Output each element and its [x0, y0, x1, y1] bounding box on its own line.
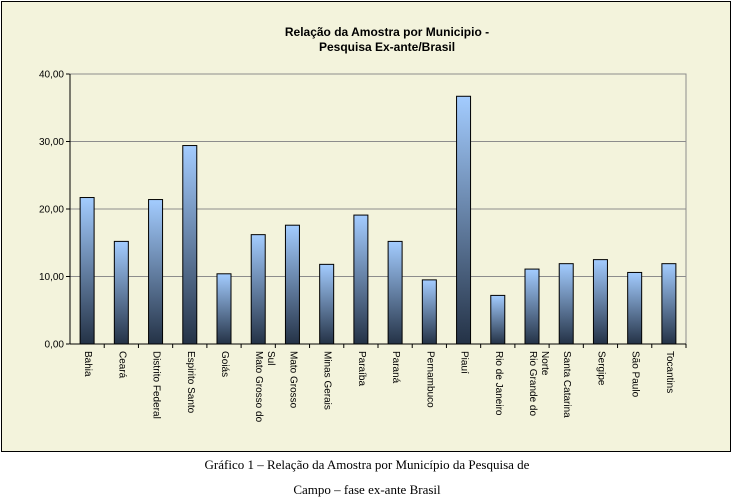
bar — [182, 145, 198, 345]
bar — [113, 240, 129, 345]
bar — [79, 197, 95, 345]
x-tick-label: Ceará — [116, 351, 127, 379]
chart-title-line-1: Relação da Amostra por Municipio - — [285, 25, 489, 39]
bar — [216, 273, 232, 345]
x-tick-label: Rio de Janeiro — [493, 351, 504, 416]
bar — [661, 263, 677, 345]
figure-caption-line-1: Gráfico 1 – Relação da Amostra por Munic… — [204, 457, 530, 472]
x-tick-label: Bahia — [82, 351, 93, 377]
bar — [592, 259, 608, 345]
x-tick-label: Sergipe — [595, 351, 606, 386]
bar — [421, 279, 437, 345]
axes — [66, 73, 687, 348]
bar — [319, 263, 335, 345]
chart-title-line-2: Pesquisa Ex-ante/Brasil — [319, 40, 455, 54]
bar — [353, 214, 369, 345]
x-tick-label: Sul — [265, 351, 276, 365]
x-tick-label: Mato Grosso do — [253, 351, 264, 423]
figure-caption-line-2: Campo – fase ex-ante Brasil — [293, 482, 441, 497]
x-tick-label: Espirito Santo — [185, 351, 196, 414]
bar — [490, 294, 506, 345]
y-tick-label: 0,00 — [45, 340, 65, 351]
x-tick-label: Tocantins — [664, 351, 675, 393]
x-tick-label: Paraíba — [356, 351, 367, 386]
bar — [524, 268, 540, 345]
x-tick-label: Paraná — [390, 351, 401, 384]
bar — [456, 95, 472, 345]
x-tick-label: Santa Catarina — [561, 351, 572, 418]
bar — [387, 240, 403, 345]
bar — [284, 224, 300, 345]
bar — [627, 271, 643, 345]
x-tick-label: Pernambuco — [424, 351, 435, 408]
x-tick-label: Rio Grande do — [527, 351, 538, 416]
x-tick-label: Piauí — [459, 351, 470, 374]
y-tick-label: 40,00 — [39, 70, 64, 81]
x-tick-label: Goiás — [219, 351, 230, 377]
bar — [148, 199, 164, 345]
x-tick-label: São Paulo — [630, 351, 641, 398]
x-tick-label: Minas Gerais — [322, 351, 333, 410]
y-tick-label: 30,00 — [39, 137, 64, 148]
x-tick-label: Mato Grosso — [287, 351, 298, 409]
y-tick-label: 20,00 — [39, 205, 64, 216]
bars — [79, 95, 677, 345]
bar — [250, 234, 266, 345]
bar — [558, 263, 574, 345]
tick-labels: 0,00 10,00 20,00 30,00 40,00 Bahia Ceará Distri… — [39, 70, 675, 423]
x-tick-label: Distrito Federal — [151, 351, 162, 419]
bar-chart: Relação da Amostra por Municipio - Pesqu… — [39, 25, 687, 423]
x-tick-label: Norte — [539, 351, 550, 376]
y-tick-label: 10,00 — [39, 272, 64, 283]
chart-frame: Relação da Amostra por Municipio - Pesqu… — [1, 1, 731, 452]
